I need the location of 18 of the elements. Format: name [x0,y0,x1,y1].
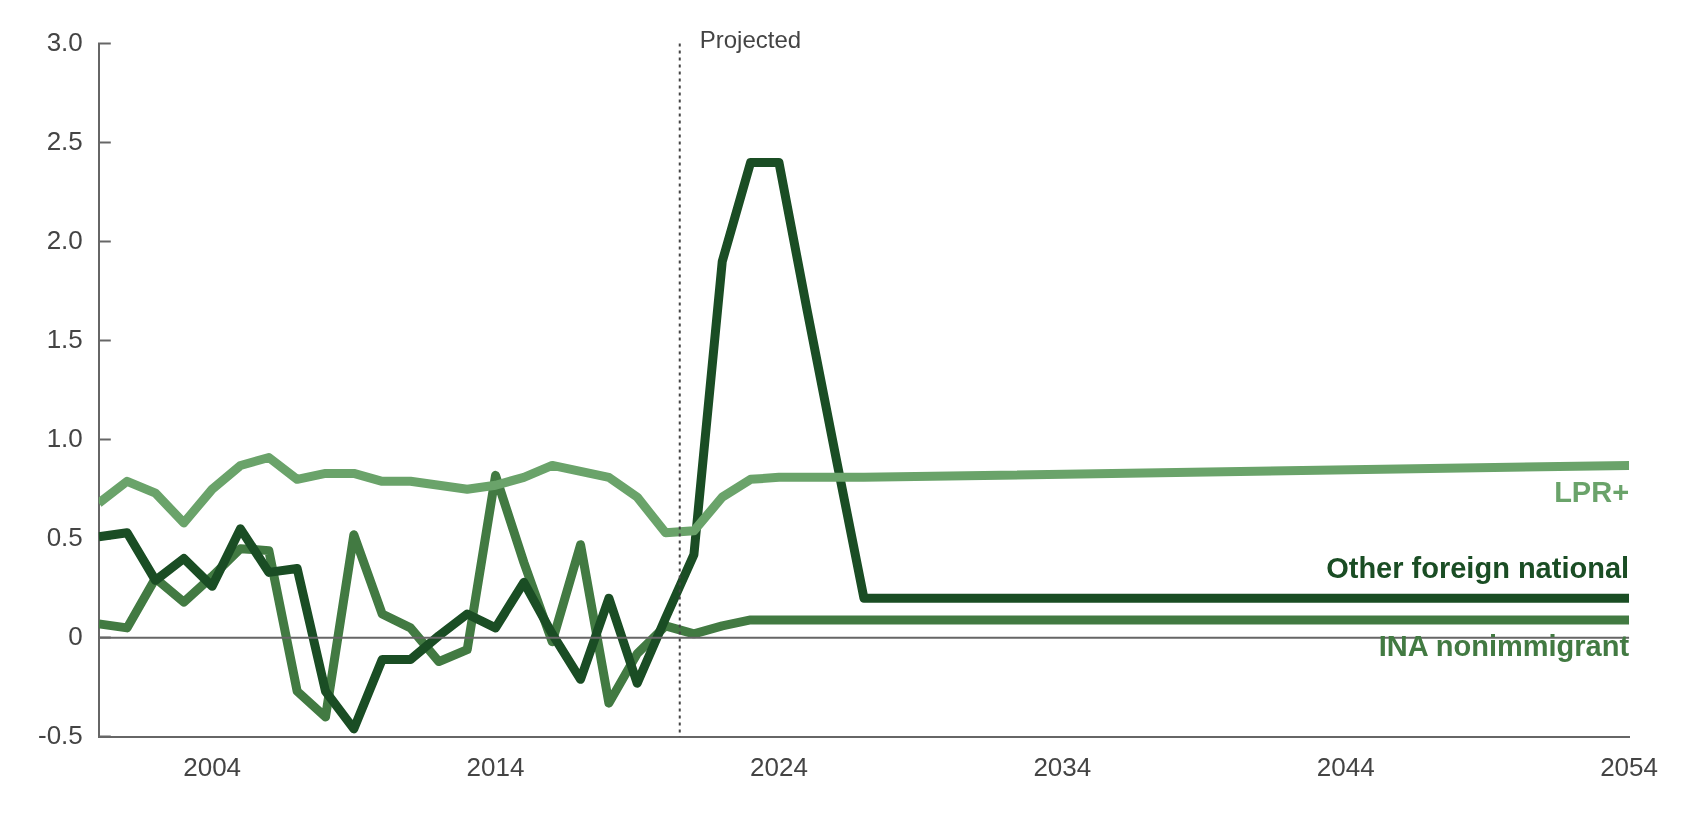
series-label: INA nonimmigrant [1378,630,1630,663]
x-tick-label: 2004 [183,751,242,782]
y-tick-label: 0 [68,620,83,651]
series-label: LPR+ [1554,475,1630,508]
x-tick-label: 2024 [750,751,808,782]
y-tick-label: 2.5 [46,125,83,156]
x-tick-label: 2044 [1316,751,1375,782]
x-tick-label: 2034 [1033,751,1092,782]
y-tick-label: 2.0 [46,224,83,255]
series-label: Other foreign national [1326,551,1630,584]
y-tick-label: 3.0 [46,26,83,57]
y-tick-label: 1.0 [46,422,83,453]
y-tick-label: 0.5 [46,521,83,552]
y-tick-label: -0.5 [37,719,83,750]
ref-line-label: Projected [699,26,802,54]
y-tick-label: 1.5 [46,323,83,354]
x-tick-label: 2014 [466,751,525,782]
x-tick-label: 2054 [1600,751,1658,782]
